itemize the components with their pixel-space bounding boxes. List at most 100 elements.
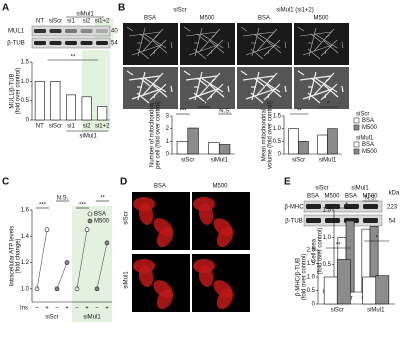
- mito: [313, 72, 335, 96]
- mito: [152, 40, 168, 54]
- panel-letter: C: [2, 177, 9, 188]
- y-tick-label: 3: [166, 114, 170, 120]
- mito: [196, 33, 208, 43]
- bar: [298, 141, 309, 155]
- mito: [149, 39, 167, 57]
- blot: [303, 200, 383, 213]
- legend-swatch: [353, 117, 360, 124]
- mito: [153, 93, 156, 99]
- mito: [245, 44, 276, 56]
- lane-label: NT: [36, 19, 44, 25]
- y-tick-label: 0: [278, 152, 282, 158]
- mito: [240, 26, 248, 32]
- mito: [149, 83, 167, 101]
- x-tick-label: +: [65, 306, 69, 312]
- significance-label: **: [71, 55, 76, 61]
- y-tick-label: 0.5: [307, 288, 316, 294]
- micrograph: [237, 23, 292, 65]
- y-axis-label: (fold over control): [302, 254, 308, 301]
- mito: [210, 93, 213, 99]
- mito: [324, 49, 327, 55]
- mito: [152, 84, 168, 98]
- band: [34, 29, 46, 33]
- mito: [188, 44, 219, 56]
- mito: [126, 26, 134, 32]
- y-tick-label: 1.5: [21, 60, 30, 66]
- legend-label: BSA: [362, 118, 374, 124]
- band: [363, 204, 378, 209]
- condition-label: M500: [313, 16, 329, 22]
- group-label: siMul1: [79, 134, 97, 140]
- mito: [142, 28, 164, 52]
- x-tick-label: siMul1: [367, 308, 385, 314]
- y-tick-label: 2.0: [307, 248, 316, 254]
- kda-label: 223: [387, 205, 398, 211]
- legend-title: siScr: [356, 112, 369, 118]
- micrograph: [123, 23, 178, 65]
- mito: [131, 44, 162, 56]
- significance-label: **: [100, 196, 105, 202]
- bar: [327, 128, 338, 155]
- condition-label: M500: [199, 16, 215, 22]
- point: [104, 240, 110, 246]
- mito: [250, 48, 264, 60]
- x-tick-label: −: [75, 306, 79, 312]
- y-tick-label: 0.5: [323, 262, 332, 268]
- mito: [284, 41, 287, 49]
- band: [325, 218, 340, 223]
- mito: [240, 70, 248, 76]
- mito: [341, 85, 344, 93]
- mito: [188, 88, 219, 100]
- point: [84, 227, 90, 233]
- mito: [143, 33, 167, 49]
- kda-label: 54: [111, 41, 118, 47]
- x-tick-label: siMul1: [319, 158, 337, 164]
- mito: [267, 93, 270, 99]
- group-label: siScr: [173, 8, 186, 14]
- x-tick-label: siScr: [331, 308, 344, 314]
- axis: [31, 210, 112, 303]
- mito: [196, 77, 208, 87]
- green-shade: [72, 206, 112, 322]
- significance-label: N.S.: [57, 196, 69, 202]
- row-label: siMul1: [124, 271, 130, 289]
- mito: [266, 40, 282, 54]
- band: [306, 204, 321, 209]
- x-tick-label: NT: [36, 124, 44, 130]
- bar: [362, 276, 377, 305]
- band-label: β-TUB: [285, 219, 302, 225]
- x-tick-label: siScr: [292, 158, 305, 164]
- legend-swatch: [353, 124, 360, 131]
- blot-header: siMul1: [76, 12, 94, 18]
- group-label: siMul1: [83, 315, 101, 321]
- y-tick-label: 0: [26, 118, 30, 124]
- bar: [97, 106, 108, 121]
- band: [325, 204, 340, 209]
- blot: [303, 214, 383, 227]
- mito: [341, 41, 344, 49]
- lane-label: si1+2: [95, 19, 110, 25]
- bar: [187, 127, 199, 155]
- y-tick-label: 1.5: [307, 261, 316, 267]
- x-tick-label: +: [85, 306, 89, 312]
- mito: [302, 44, 333, 56]
- y-axis-label: Number of mitochondria: [150, 102, 156, 167]
- cell: [156, 288, 174, 310]
- mito: [253, 77, 265, 87]
- significance-label: ***: [79, 203, 87, 209]
- condition-label: BSA: [307, 194, 319, 200]
- x-tick-label: −: [55, 306, 59, 312]
- mito: [199, 28, 221, 52]
- row-label: siScr: [124, 211, 130, 224]
- x-tick-label: −: [95, 306, 99, 312]
- y-axis-label: per cell (fold over control): [156, 101, 162, 169]
- legend-swatch: [87, 211, 93, 217]
- mito: [310, 33, 322, 43]
- legend-swatch: [353, 148, 360, 155]
- lane-label: siScr: [49, 19, 62, 25]
- y-tick-label: 0: [166, 152, 170, 158]
- mito: [199, 72, 221, 96]
- x-tick-label: si1+2: [95, 124, 110, 130]
- legend-swatch: [353, 141, 360, 148]
- mito: [136, 48, 150, 60]
